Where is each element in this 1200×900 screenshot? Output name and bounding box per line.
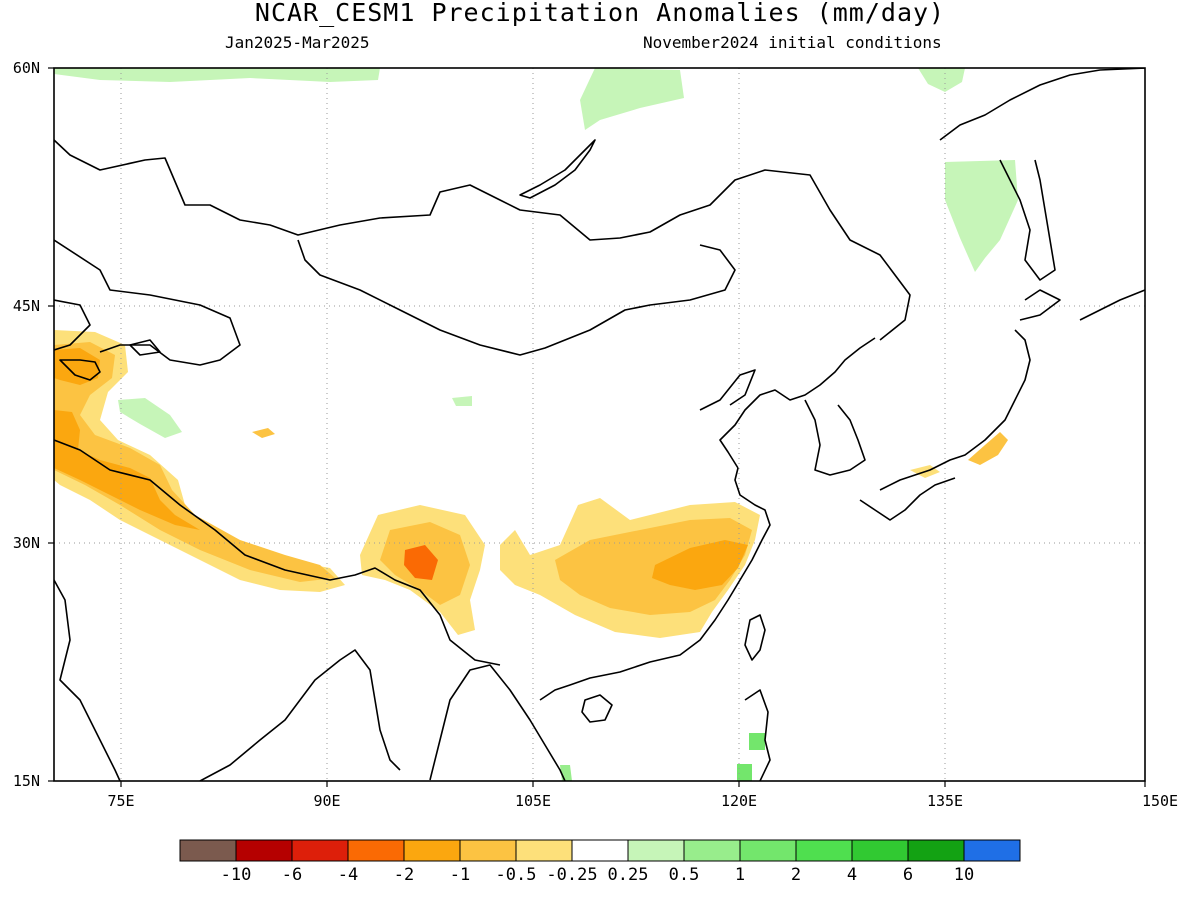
lat-label-15n: 15N xyxy=(13,772,40,790)
lat-label-60n: 60N xyxy=(13,59,40,77)
colorbar-swatch xyxy=(963,839,1021,862)
colorbar-label: -6 xyxy=(282,865,302,885)
colorbar-swatch xyxy=(851,839,909,862)
lat-label-30n: 30N xyxy=(13,534,40,552)
colorbar-swatch xyxy=(907,839,965,862)
wet-area-tianshan xyxy=(118,398,182,438)
colorbar-label: -0.25 xyxy=(546,865,597,885)
colorbar-swatch xyxy=(403,839,461,862)
colorbar-swatch xyxy=(347,839,405,862)
dry-area-hengduan-peak xyxy=(404,545,438,580)
wet-area-sakhalin xyxy=(945,160,1018,272)
lon-label-135e: 135E xyxy=(927,792,963,810)
wet-area-qinghai xyxy=(452,396,472,406)
map-frame xyxy=(53,67,1146,782)
wet-area-philippines xyxy=(737,733,765,781)
colorbar-label: -0.5 xyxy=(496,865,537,885)
colorbar-label: 4 xyxy=(847,865,857,885)
colorbar-swatch xyxy=(683,839,741,862)
lon-label-90e: 90E xyxy=(313,792,340,810)
wet-area-okhotsk xyxy=(918,68,965,92)
anomaly-shading xyxy=(54,68,1018,781)
lon-label-120e: 120E xyxy=(721,792,757,810)
colorbar-swatch xyxy=(291,839,349,862)
lon-label-150e: 150E xyxy=(1142,792,1178,810)
lat-label-45n: 45N xyxy=(13,297,40,315)
dry-area-southchina-mid xyxy=(555,518,752,615)
dry-area-southchina-strong xyxy=(652,540,748,590)
colorbar-label: -10 xyxy=(221,865,252,885)
colorbar-label: -4 xyxy=(338,865,358,885)
colorbar-swatch xyxy=(627,839,685,862)
colorbar-label: 0.25 xyxy=(608,865,649,885)
colorbar-label: 10 xyxy=(954,865,974,885)
colorbar-label: -1 xyxy=(450,865,470,885)
coastlines-borders xyxy=(54,68,1145,781)
colorbar-label: 6 xyxy=(903,865,913,885)
colorbar-swatch xyxy=(739,839,797,862)
colorbar-swatch xyxy=(459,839,517,862)
forecast-period: Jan2025-Mar2025 xyxy=(225,33,370,52)
colorbar: -10 -6 -4 -2 -1 -0.5 -0.25 0.25 0.5 1 2 4 6 10 xyxy=(179,839,1021,885)
colorbar-swatch xyxy=(235,839,293,862)
initial-conditions: November2024 initial conditions xyxy=(643,33,942,52)
colorbar-label: 1 xyxy=(735,865,745,885)
lon-label-105e: 105E xyxy=(515,792,551,810)
dry-area-japan xyxy=(968,432,1008,465)
colorbar-swatch xyxy=(515,839,573,862)
wet-area-north-siberia xyxy=(54,68,380,82)
map-title: NCAR_CESM1 Precipitation Anomalies (mm/d… xyxy=(254,0,946,27)
dry-area-himalaya-strong xyxy=(54,410,200,530)
colorbar-label: 2 xyxy=(791,865,801,885)
wet-area-baikal xyxy=(580,68,684,130)
colorbar-swatch xyxy=(571,839,629,862)
tick-marks xyxy=(48,67,1146,787)
dry-area-kunlun-spot xyxy=(252,428,275,438)
colorbar-swatch xyxy=(179,839,237,862)
colorbar-label: 0.5 xyxy=(669,865,700,885)
gridlines xyxy=(54,68,1145,781)
colorbar-swatch xyxy=(795,839,853,862)
dry-area-pamir xyxy=(54,348,100,385)
colorbar-label: -2 xyxy=(394,865,414,885)
lon-label-75e: 75E xyxy=(107,792,134,810)
